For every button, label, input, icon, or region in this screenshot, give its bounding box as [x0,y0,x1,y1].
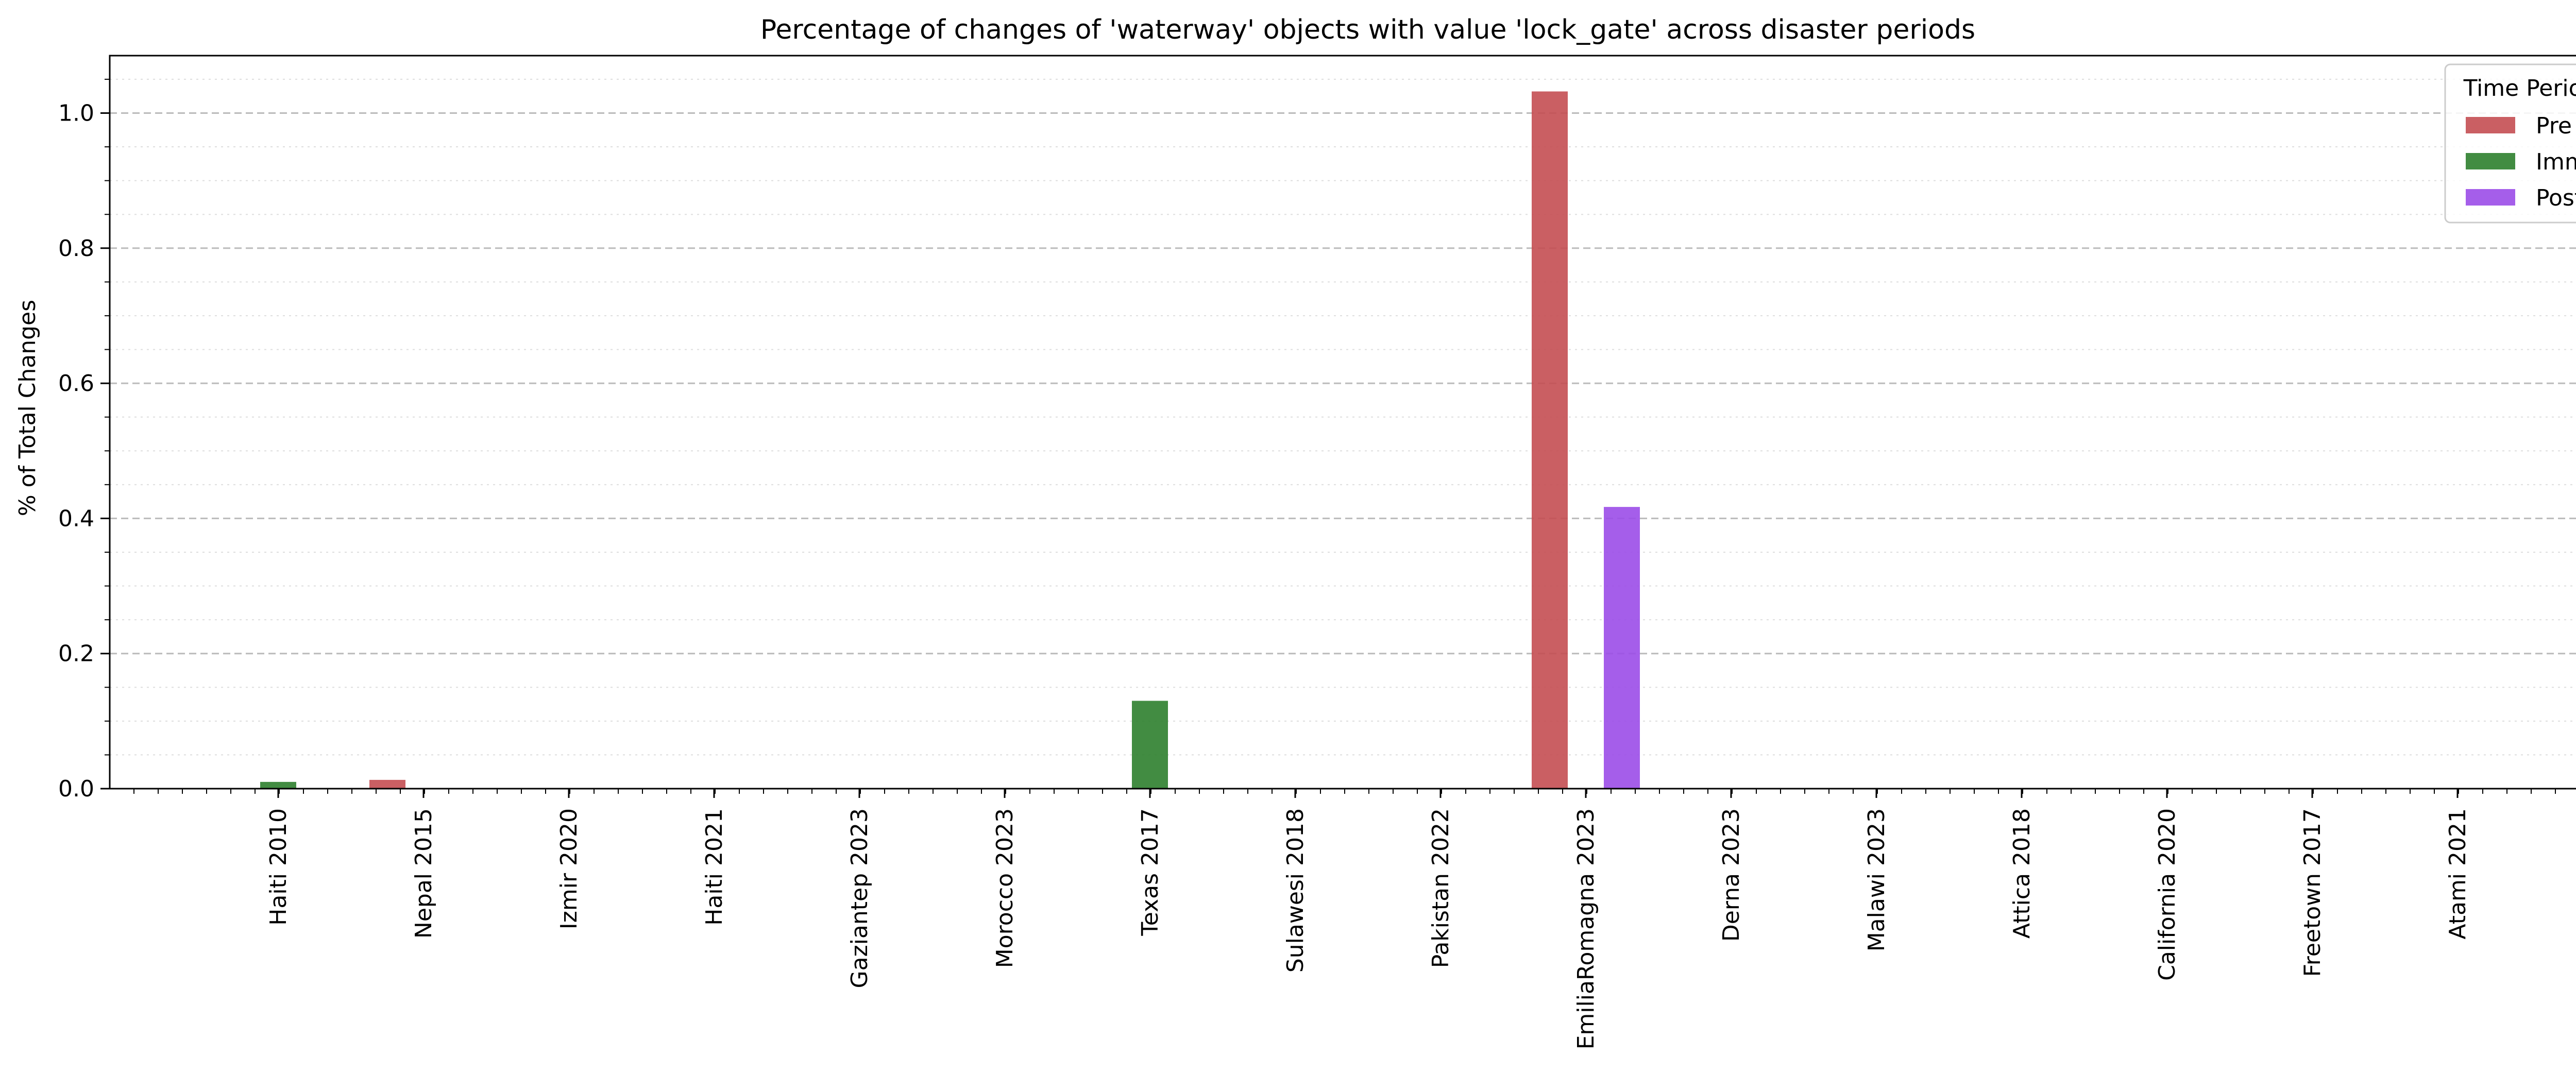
legend-label-imm: Imm [2536,149,2576,175]
legend-swatch-pre [2466,117,2515,133]
y-tick-label: 0.8 [58,235,94,262]
grid-lines [110,78,2576,756]
x-tick-label: Izmir 2020 [556,808,582,929]
x-tick-label: Texas 2017 [1137,808,1163,936]
y-tick-label: 0.4 [58,505,94,532]
x-tick-label: Haiti 2010 [265,808,292,926]
legend-swatch-post [2466,189,2515,206]
bar-imm [260,781,296,789]
y-axis-label: % of Total Changes [14,300,41,516]
x-tick-label: EmiliaRomagna 2023 [1573,808,1599,1049]
x-tick-label: Morocco 2023 [992,808,1018,968]
legend-label-pre: Pre [2536,113,2572,139]
x-tick-label: Attica 2018 [2009,808,2035,939]
bar-pre [369,779,405,789]
x-tick-label: California 2020 [2154,808,2180,981]
bar-post [1604,507,1640,789]
x-tick-label: Gaziantep 2023 [846,808,873,988]
legend: Time Period Pre Imm Post [2444,63,2576,224]
legend-frame [2444,63,2576,224]
x-tick-label: Freetown 2017 [2299,808,2326,977]
axis-ticks: 0.0 0.2 0.4 0.6 0.8 1.0 Haiti 2010 Nepal 2015 Iz… [58,78,2556,1049]
bar-imm [1132,701,1168,789]
x-tick-label: Haiti 2021 [701,808,727,926]
x-tick-label: Pakistan 2022 [1428,808,1454,968]
plot-frame [109,55,2576,790]
y-tick-label: 0.0 [58,776,94,802]
x-tick-label: Derna 2023 [1718,808,1744,942]
y-tick-label: 0.2 [58,641,94,667]
y-tick-label: 1.0 [58,100,94,126]
legend-title: Time Period [2463,75,2576,101]
legend-items: Pre Imm Post [2466,113,2576,211]
x-tick-label: Atami 2021 [2445,808,2471,940]
x-tick-label: Malawi 2023 [1863,808,1890,951]
x-tick-label: Sulawesi 2018 [1282,808,1309,973]
bar-pre [1532,91,1568,789]
x-tick-label: Nepal 2015 [411,808,437,939]
legend-label-post: Post [2536,185,2576,211]
chart-title: Percentage of changes of 'waterway' obje… [760,14,1975,45]
y-tick-label: 0.6 [58,370,94,397]
bars [260,91,1640,789]
legend-swatch-imm [2466,153,2515,169]
